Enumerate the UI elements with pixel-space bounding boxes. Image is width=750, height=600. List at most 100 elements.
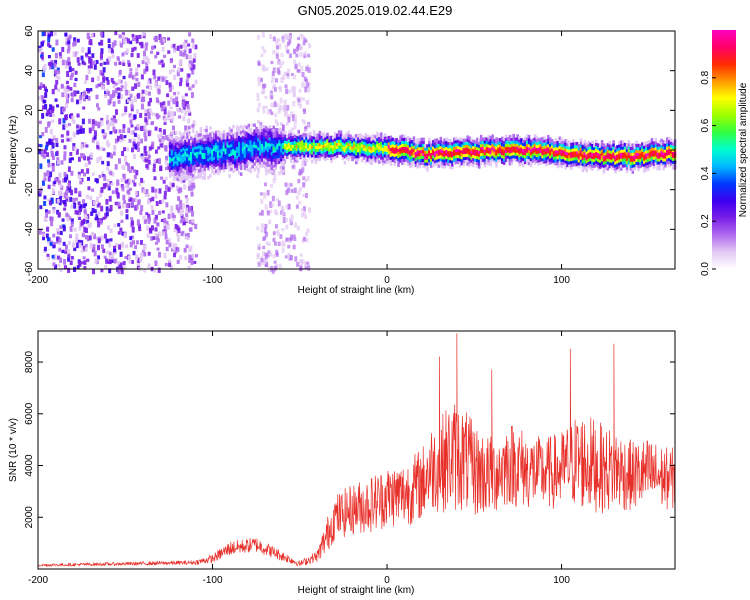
heatmap-cell [426, 147, 429, 151]
heatmap-cell [522, 142, 525, 147]
heatmap-cell [64, 114, 68, 120]
heatmap-cell [62, 124, 66, 130]
heatmap-cell [95, 103, 99, 108]
heatmap-cell [201, 134, 205, 139]
heatmap-cell [247, 162, 251, 166]
heatmap-cell [105, 211, 109, 217]
heatmap-cell [598, 159, 602, 163]
heatmap-cell [305, 231, 309, 236]
heatmap-cell [228, 165, 231, 169]
heatmap-cell [193, 175, 197, 180]
heatmap-cell [426, 159, 429, 163]
heatmap-cell [564, 165, 567, 170]
heatmap-cell [257, 261, 261, 267]
heatmap-cell [268, 160, 272, 165]
heatmap-cell [222, 159, 226, 164]
heatmap-cell [403, 161, 406, 165]
heatmap-cell [203, 143, 206, 148]
heatmap-cell [137, 137, 141, 142]
heatmap-cell [261, 125, 264, 130]
heatmap-cell [370, 146, 373, 151]
heatmap-cell [314, 160, 318, 164]
heatmap-cell [67, 183, 71, 188]
heatmap-cell [437, 155, 441, 159]
heatmap-cell [159, 143, 163, 147]
heatmap-cell [193, 158, 197, 162]
heatmap-cell [145, 85, 149, 89]
heatmap-cell [380, 132, 383, 136]
heatmap-cell [654, 140, 658, 145]
heatmap-cell [656, 166, 660, 171]
heatmap-cell [220, 151, 224, 155]
heatmap-cell [297, 150, 301, 155]
heatmap-cell [545, 138, 548, 143]
heatmap-cell [443, 141, 446, 145]
heatmap-cell [485, 140, 489, 145]
heatmap-cell [541, 139, 544, 144]
heatmap-cell [280, 166, 283, 171]
heatmap-cell [192, 64, 196, 70]
heatmap-cell [236, 134, 239, 138]
heatmap-cell [147, 219, 151, 224]
heatmap-cell [241, 156, 245, 160]
heatmap-cell [58, 118, 62, 125]
heatmap-cell [180, 160, 183, 164]
heatmap-cell [222, 153, 226, 158]
heatmap-cell [272, 149, 276, 153]
heatmap-cell [43, 200, 47, 206]
heatmap-cell [218, 163, 222, 168]
heatmap-cell [193, 161, 197, 165]
heatmap-cell [629, 149, 633, 153]
heatmap-cell [366, 146, 370, 150]
heatmap-cell [604, 166, 608, 171]
heatmap-cell [314, 139, 318, 143]
heatmap-cell [570, 154, 573, 159]
heatmap-cell [547, 140, 550, 145]
heatmap-cell [589, 145, 592, 150]
heatmap-cell [72, 119, 76, 124]
heatmap-cell [178, 59, 182, 66]
heatmap-cell [268, 146, 272, 150]
heatmap-cell [374, 150, 377, 154]
heatmap-cell [159, 131, 163, 138]
heatmap-cell [101, 160, 105, 165]
heatmap-cell [441, 149, 444, 154]
heatmap-cell [70, 157, 74, 161]
heatmap-cell [143, 145, 147, 150]
heatmap-cell [190, 160, 193, 164]
heatmap-cell [345, 141, 349, 145]
heatmap-cell [264, 129, 268, 133]
heatmap-cell [228, 150, 231, 154]
heatmap-cell [129, 68, 133, 72]
heatmap-cell [305, 158, 309, 163]
heatmap-cell [641, 160, 644, 164]
spectrogram-y-label: Frequency (Hz) [8, 116, 19, 185]
heatmap-cell [543, 151, 546, 155]
heatmap-cell [376, 143, 379, 148]
heatmap-cell [268, 131, 272, 135]
heatmap-cell [260, 53, 264, 58]
heatmap-cell [453, 158, 456, 162]
heatmap-cell [211, 151, 214, 156]
heatmap-cell [115, 187, 119, 194]
heatmap-cell [479, 161, 483, 166]
heatmap-cell [443, 159, 446, 163]
heatmap-cell [72, 242, 76, 248]
heatmap-cell [558, 145, 562, 150]
heatmap-cell [266, 109, 270, 115]
heatmap-cell [643, 142, 646, 146]
heatmap-cell [537, 159, 540, 163]
heatmap-cell [491, 140, 494, 144]
heatmap-cell [293, 146, 297, 150]
heatmap-cell [238, 156, 241, 160]
heatmap-cell [284, 152, 287, 156]
heatmap-cell [299, 146, 302, 151]
heatmap-cell [251, 161, 254, 166]
heatmap-cell [510, 149, 514, 153]
heatmap-cell [468, 160, 471, 164]
heatmap-cell [193, 169, 197, 174]
heatmap-cell [239, 172, 243, 176]
heatmap-cell [257, 161, 260, 166]
heatmap-cell [520, 144, 523, 148]
heatmap-cell [493, 154, 496, 158]
